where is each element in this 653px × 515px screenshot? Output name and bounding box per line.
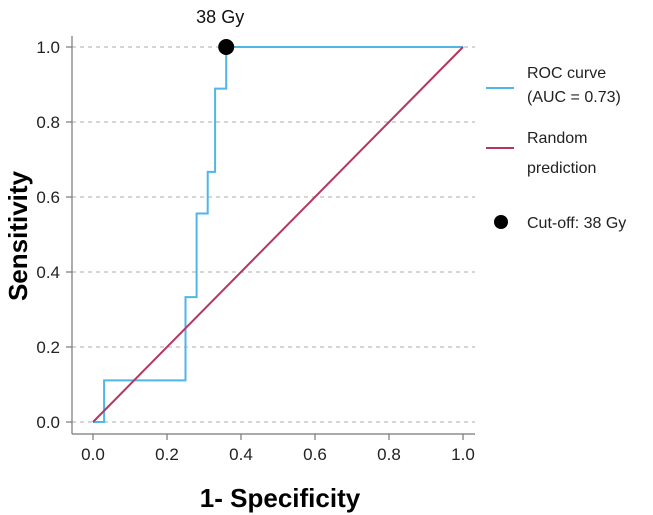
- y-axis-title: Sensitivity: [3, 170, 33, 301]
- x-tick-label: 0.4: [229, 445, 253, 464]
- roc-curve-line: [93, 46, 463, 423]
- cutoff-annotation: 38 Gy: [196, 7, 244, 27]
- legend-cutoff-label: Cut-off: 38 Gy: [527, 215, 626, 232]
- series-group: [92, 46, 464, 423]
- legend-random-label: Random: [527, 130, 587, 147]
- legend-random-label-2: prediction: [527, 160, 596, 177]
- x-tick-label: 0.8: [377, 445, 401, 464]
- tick-labels: 0.0 0.2 0.4 0.6 0.8 1.0 0.0 0.2 0.4 0.6 0.8 1.0: [36, 38, 474, 464]
- y-tick-label: 0.2: [36, 338, 60, 357]
- x-tick-label: 0.0: [81, 445, 105, 464]
- x-tick-label: 1.0: [451, 445, 475, 464]
- grid-lines: [72, 46, 475, 423]
- x-tick-label: 0.2: [155, 445, 179, 464]
- y-tick-label: 0.6: [36, 188, 60, 207]
- legend-cutoff-marker: [494, 215, 508, 229]
- legend: ROC curve (AUC = 0.73) Random prediction Cut…: [486, 65, 626, 232]
- y-tick-label: 1.0: [36, 38, 60, 57]
- y-tick-label: 0.4: [36, 263, 60, 282]
- y-tick-label: 0.0: [36, 413, 60, 432]
- annotations: 38 Gy: [196, 7, 244, 55]
- x-axis-title: 1- Specificity: [200, 483, 361, 513]
- x-tick-label: 0.6: [303, 445, 327, 464]
- legend-roc-auc: (AUC = 0.73): [527, 89, 621, 106]
- axes: [66, 36, 475, 440]
- y-tick-label: 0.8: [36, 113, 60, 132]
- random-prediction-line: [92, 46, 464, 423]
- legend-roc-label: ROC curve: [527, 65, 606, 82]
- cutoff-point: [218, 39, 235, 55]
